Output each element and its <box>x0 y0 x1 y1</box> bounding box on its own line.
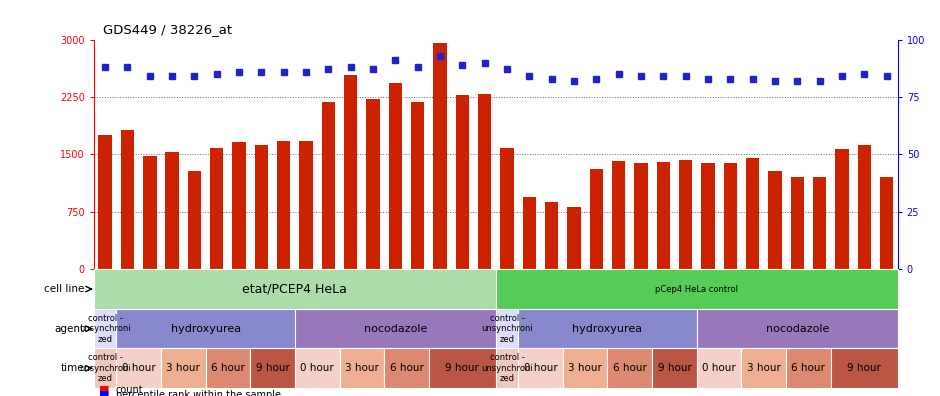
Text: hydroxyurea: hydroxyurea <box>572 324 643 334</box>
Bar <box>697 309 898 348</box>
Text: control -
unsynchroni
zed: control - unsynchroni zed <box>481 353 533 383</box>
Bar <box>567 207 581 269</box>
Bar <box>165 152 179 269</box>
Text: 0 hour: 0 hour <box>702 363 736 373</box>
Bar <box>94 348 117 388</box>
Bar <box>94 309 117 348</box>
Text: 6 hour: 6 hour <box>389 363 424 373</box>
Bar <box>563 348 607 388</box>
Text: 0 hour: 0 hour <box>122 363 155 373</box>
Bar <box>612 160 625 269</box>
Bar <box>456 95 469 269</box>
Bar <box>210 148 224 269</box>
Bar <box>589 169 603 269</box>
Bar <box>679 160 692 269</box>
Bar <box>433 43 446 269</box>
Text: 3 hour: 3 hour <box>345 363 379 373</box>
Bar <box>518 309 697 348</box>
Bar <box>880 177 893 269</box>
Text: 9 hour: 9 hour <box>256 363 290 373</box>
Bar <box>143 156 156 269</box>
Bar <box>161 348 206 388</box>
Text: agent: agent <box>55 324 85 334</box>
Text: count: count <box>116 385 143 395</box>
Bar <box>742 348 786 388</box>
Text: 9 hour: 9 hour <box>847 363 881 373</box>
Bar <box>697 348 742 388</box>
Bar <box>255 145 268 269</box>
Bar <box>321 103 335 269</box>
Bar <box>367 99 380 269</box>
Text: etat/PCEP4 HeLa: etat/PCEP4 HeLa <box>243 283 348 295</box>
Text: 9 hour: 9 hour <box>446 363 479 373</box>
Text: time: time <box>61 363 85 373</box>
Bar <box>656 162 670 269</box>
Text: hydroxyurea: hydroxyurea <box>170 324 241 334</box>
Bar <box>250 348 295 388</box>
Bar <box>652 348 697 388</box>
Bar <box>411 102 424 269</box>
Text: control -
unsynchroni
zed: control - unsynchroni zed <box>481 314 533 344</box>
Bar <box>724 163 737 269</box>
Text: nocodazole: nocodazole <box>765 324 829 334</box>
Bar <box>295 348 339 388</box>
Bar <box>344 75 357 269</box>
Bar <box>831 348 898 388</box>
Bar <box>500 148 513 269</box>
Bar <box>813 177 826 269</box>
Bar <box>634 163 648 269</box>
Bar <box>607 348 652 388</box>
Bar <box>299 141 313 269</box>
Bar <box>791 177 804 269</box>
Bar <box>94 269 495 309</box>
Text: control -
unsynchroni
zed: control - unsynchroni zed <box>79 314 131 344</box>
Bar <box>495 348 518 388</box>
Bar <box>495 309 518 348</box>
Text: ■: ■ <box>99 385 109 395</box>
Bar <box>786 348 831 388</box>
Bar <box>857 145 870 269</box>
Text: ■: ■ <box>99 390 109 396</box>
Text: 0 hour: 0 hour <box>301 363 334 373</box>
Bar <box>188 171 201 269</box>
Bar <box>518 348 563 388</box>
Text: control -
unsynchroni
zed: control - unsynchroni zed <box>79 353 131 383</box>
Text: pCep4 HeLa control: pCep4 HeLa control <box>655 285 738 293</box>
Bar <box>478 94 492 269</box>
Bar <box>120 130 134 269</box>
Text: 3 hour: 3 hour <box>746 363 781 373</box>
Bar <box>295 309 495 348</box>
Bar <box>339 348 384 388</box>
Text: nocodazole: nocodazole <box>364 324 427 334</box>
Bar <box>388 83 402 269</box>
Bar <box>206 348 250 388</box>
Bar <box>545 202 558 269</box>
Bar <box>99 135 112 269</box>
Bar <box>277 141 290 269</box>
Bar <box>701 163 714 269</box>
Bar <box>429 348 495 388</box>
Bar <box>523 197 536 269</box>
Bar <box>117 348 161 388</box>
Text: 3 hour: 3 hour <box>166 363 200 373</box>
Bar <box>117 309 295 348</box>
Text: 6 hour: 6 hour <box>613 363 647 373</box>
Text: 9 hour: 9 hour <box>657 363 692 373</box>
Text: 0 hour: 0 hour <box>524 363 557 373</box>
Bar <box>384 348 429 388</box>
Bar <box>745 158 760 269</box>
Text: GDS449 / 38226_at: GDS449 / 38226_at <box>103 23 232 36</box>
Bar <box>495 269 898 309</box>
Text: 3 hour: 3 hour <box>568 363 603 373</box>
Text: 6 hour: 6 hour <box>791 363 825 373</box>
Text: 6 hour: 6 hour <box>211 363 245 373</box>
Bar <box>232 142 245 269</box>
Bar <box>768 171 781 269</box>
Bar <box>835 149 849 269</box>
Text: percentile rank within the sample: percentile rank within the sample <box>116 390 281 396</box>
Text: cell line: cell line <box>44 284 85 294</box>
